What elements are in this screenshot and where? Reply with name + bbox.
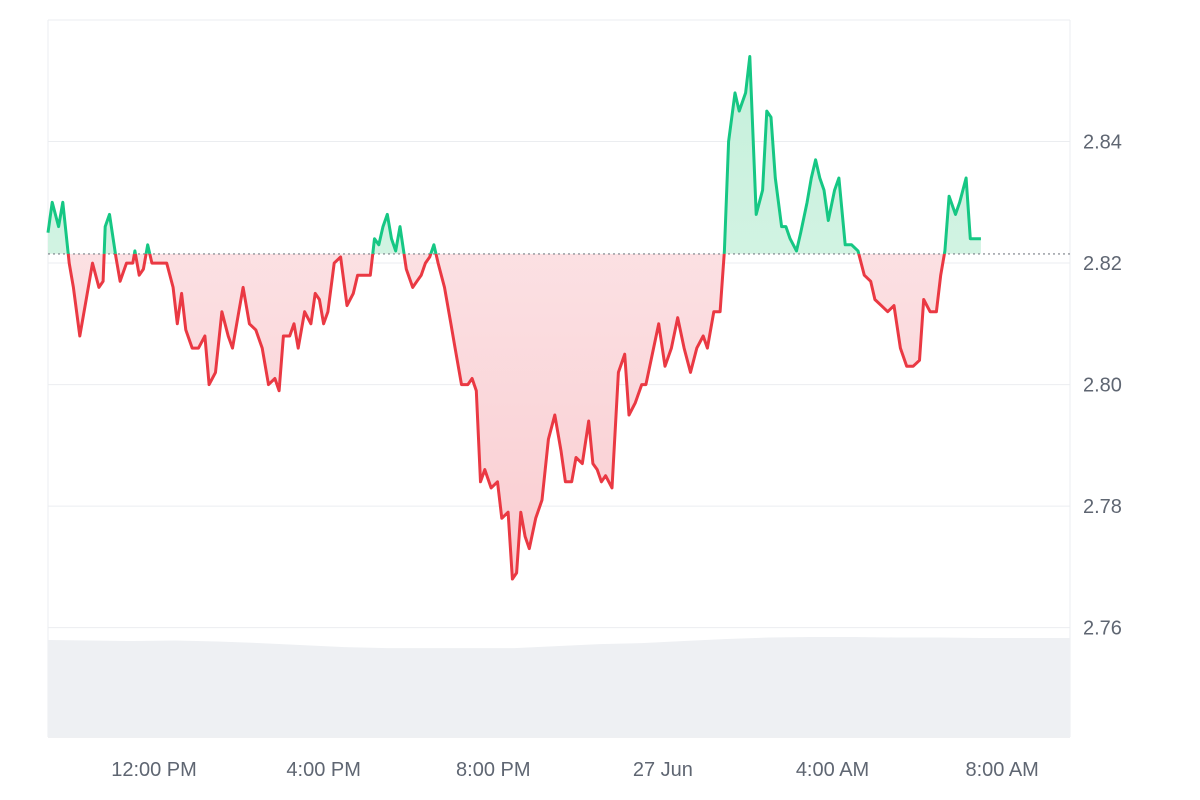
x-tick-label: 12:00 PM	[111, 759, 197, 781]
x-tick-label: 4:00 AM	[796, 759, 869, 781]
x-tick-label: 27 Jun	[633, 759, 693, 781]
price-line-up	[46, 55, 981, 254]
y-tick-label: 2.76	[1083, 618, 1122, 640]
area-fill-down	[68, 253, 945, 579]
price-line-layer	[46, 55, 981, 581]
area-fill-up	[48, 56, 981, 254]
y-tick-label: 2.80	[1083, 375, 1122, 397]
volume-layer	[48, 637, 1070, 737]
x-axis-labels: 12:00 PM 4:00 PM 8:00 PM 27 Jun 4:00 AM 8:00 …	[111, 759, 1039, 781]
y-axis-labels: 2.76 2.78 2.80 2.82 2.84	[1083, 132, 1122, 640]
x-tick-label: 8:00 AM	[965, 759, 1038, 781]
volume-area	[48, 637, 1070, 737]
x-tick-label: 8:00 PM	[456, 759, 530, 781]
x-tick-label: 4:00 PM	[286, 759, 360, 781]
y-tick-label: 2.78	[1083, 496, 1122, 518]
y-tick-label: 2.82	[1083, 253, 1122, 275]
y-tick-label: 2.84	[1083, 132, 1122, 154]
price-line-down	[66, 253, 946, 581]
area-fill-layer	[48, 56, 981, 579]
